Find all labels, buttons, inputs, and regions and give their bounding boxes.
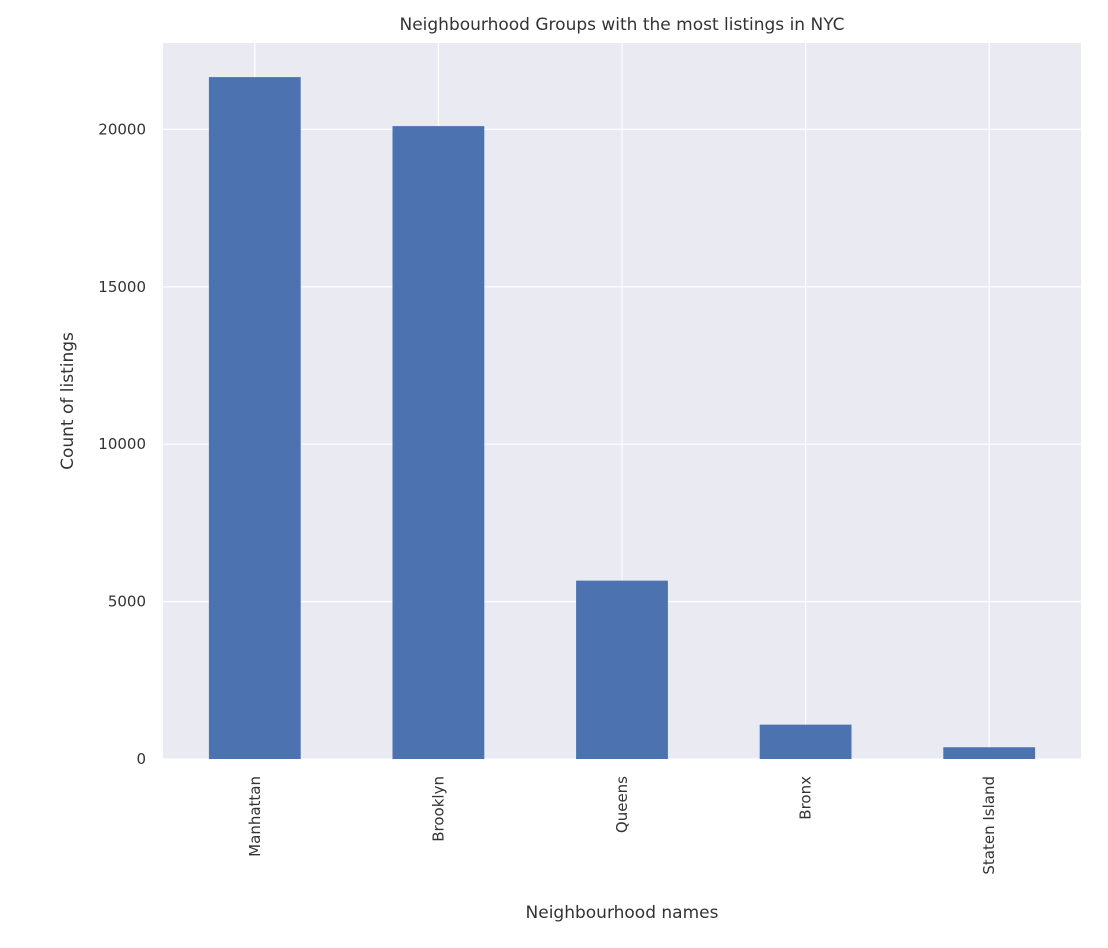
y-tick-label: 10000 bbox=[98, 435, 146, 453]
y-tick-label: 20000 bbox=[98, 120, 146, 138]
bar-brooklyn bbox=[392, 126, 485, 760]
bars bbox=[208, 77, 1036, 760]
bar-staten-island bbox=[943, 747, 1036, 759]
x-axis-title: Neighbourhood names bbox=[526, 903, 719, 923]
chart-title: Neighbourhood Groups with the most listi… bbox=[399, 15, 844, 35]
x-tick-label: Bronx bbox=[797, 776, 815, 820]
y-axis-ticks: 0 5000 10000 15000 20000 bbox=[98, 120, 146, 768]
bar-manhattan bbox=[208, 77, 301, 759]
y-tick-label: 0 bbox=[136, 750, 146, 768]
y-tick-label: 15000 bbox=[98, 278, 146, 296]
bar-queens bbox=[576, 580, 668, 759]
x-tick-label: Queens bbox=[613, 776, 631, 833]
y-tick-label: 5000 bbox=[108, 593, 146, 611]
bar-bronx bbox=[759, 724, 852, 759]
x-tick-label: Brooklyn bbox=[429, 776, 447, 842]
x-axis-ticks: Manhattan Brooklyn Queens Bronx Staten Islan… bbox=[246, 776, 998, 875]
y-axis-title: Count of listings bbox=[58, 332, 78, 470]
x-tick-label: Manhattan bbox=[246, 776, 264, 857]
x-tick-label: Staten Island bbox=[980, 776, 998, 875]
